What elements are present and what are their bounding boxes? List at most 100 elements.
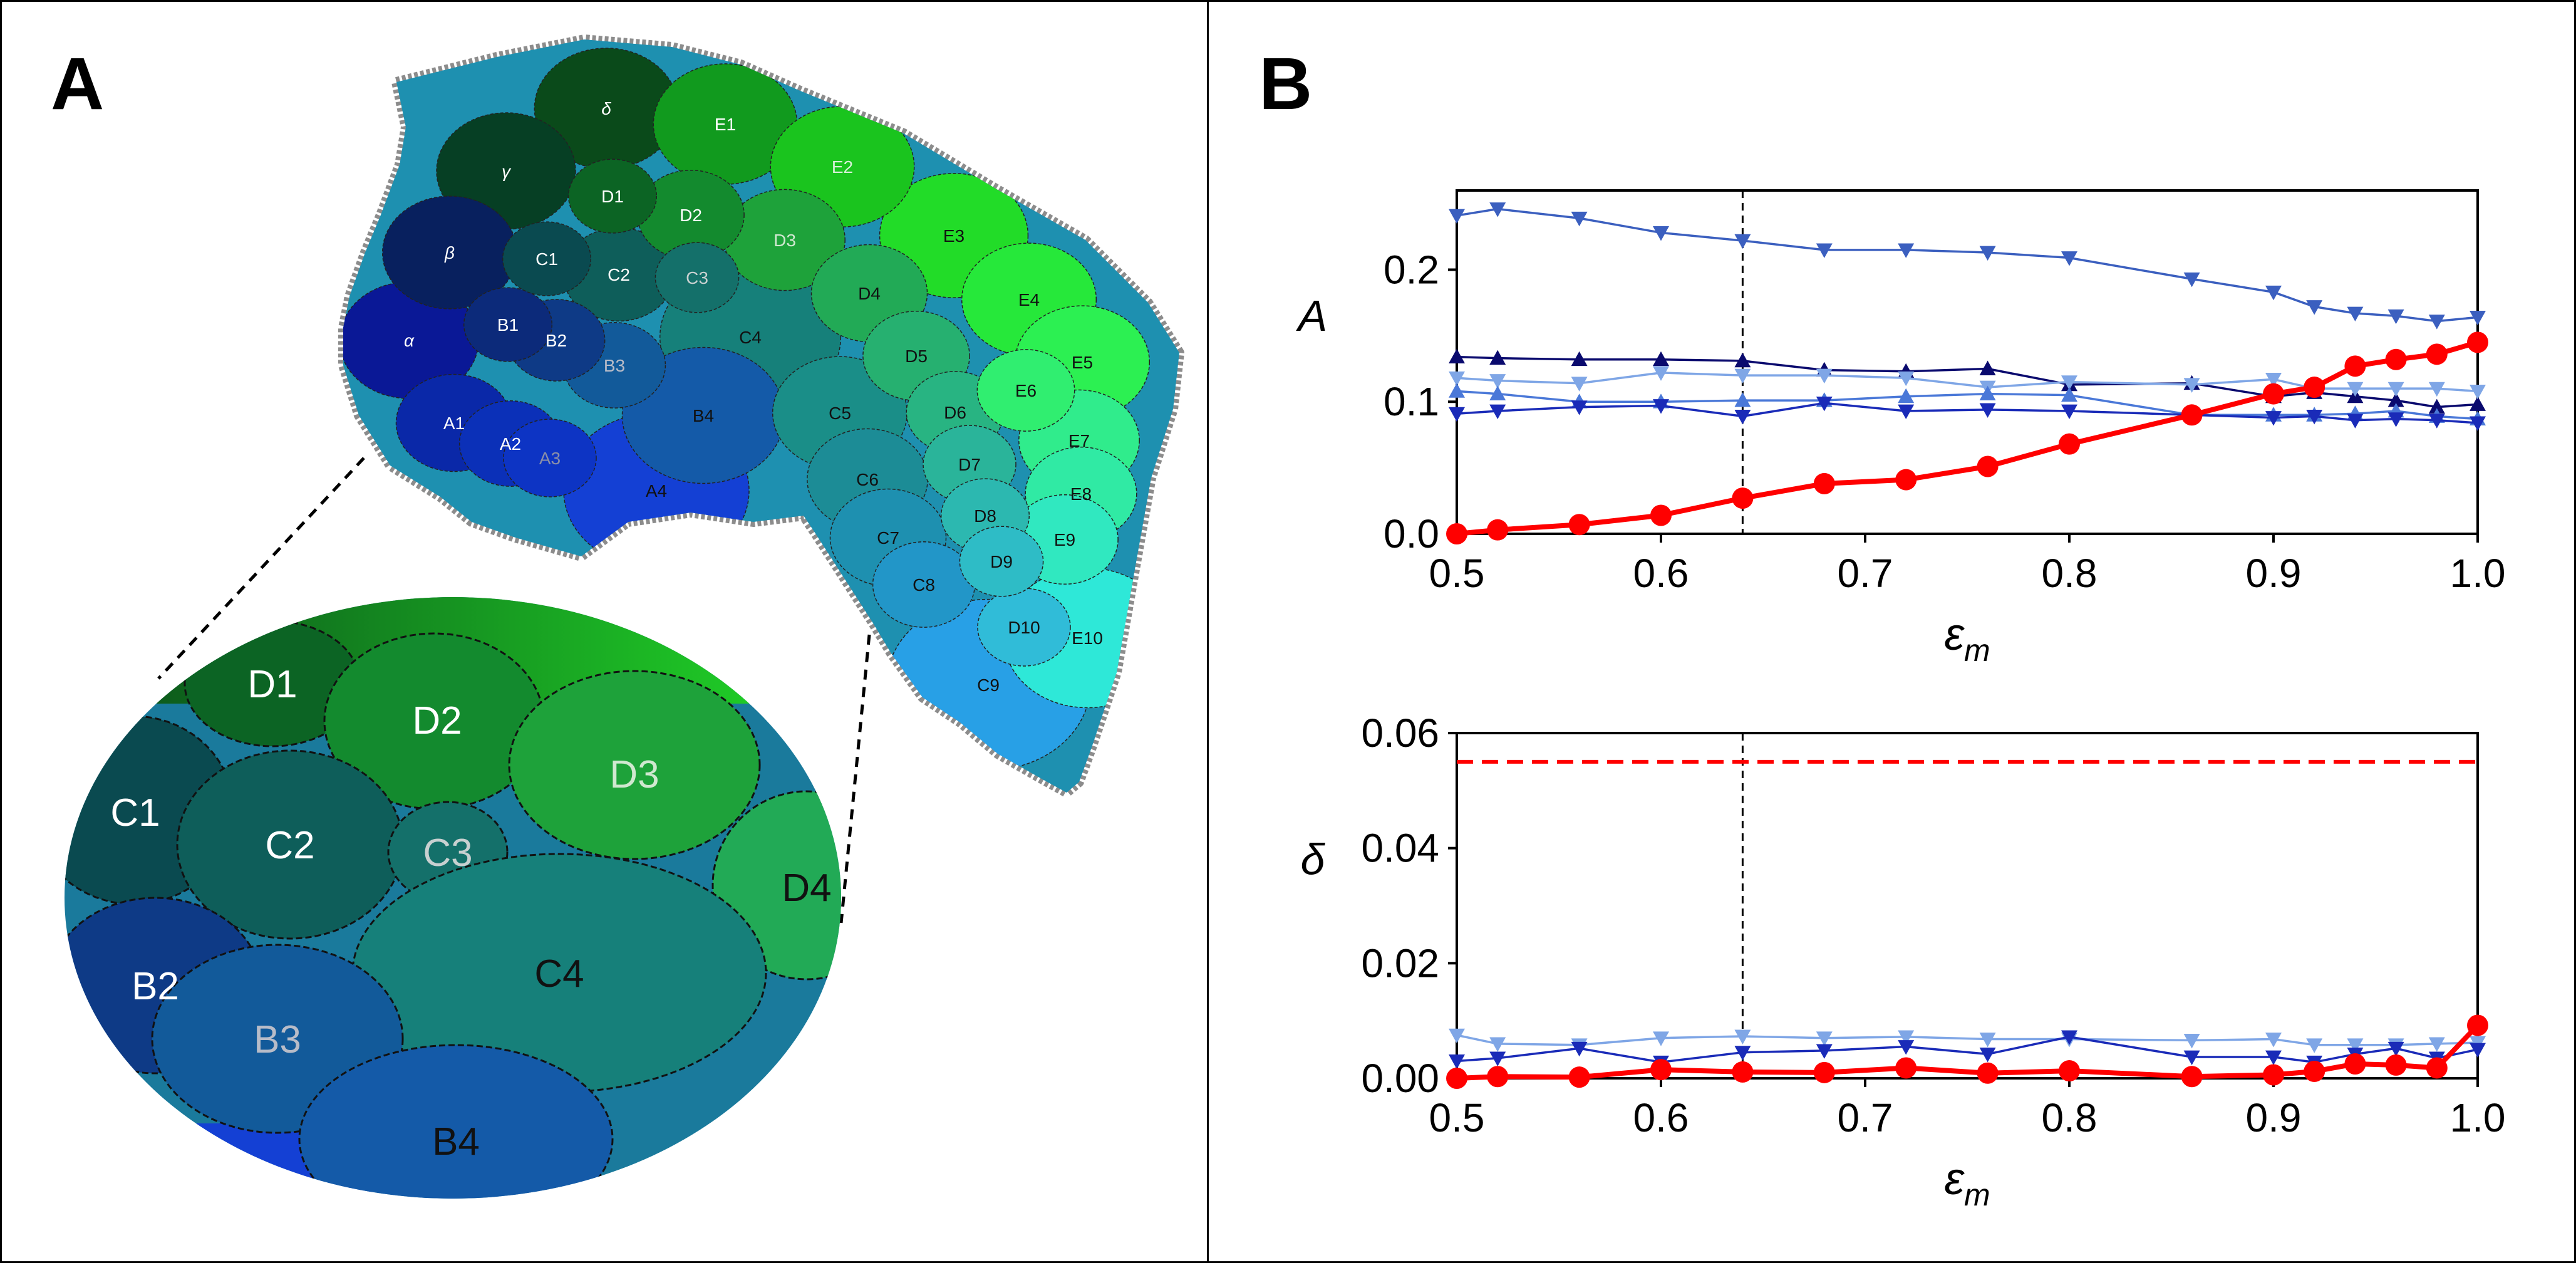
data-point xyxy=(2265,411,2282,426)
barrel-label-a1: A1 xyxy=(443,414,465,433)
x-tick-label: 1.0 xyxy=(2450,551,2506,596)
data-point xyxy=(1489,374,1506,389)
inset-label-b3: B3 xyxy=(254,1018,301,1061)
data-point xyxy=(1734,368,1751,384)
x-tick-label: 0.7 xyxy=(1838,1095,1893,1140)
data-point xyxy=(1898,1030,1915,1045)
barrel-label-d2: D2 xyxy=(680,206,702,225)
inset-label-c1: C1 xyxy=(110,791,160,835)
data-point xyxy=(2265,1050,2282,1066)
data-point xyxy=(1898,243,1915,258)
barrel-label-b4: B4 xyxy=(693,406,714,425)
data-point xyxy=(2467,331,2488,353)
data-point xyxy=(1653,399,1669,414)
data-point xyxy=(1653,1031,1669,1046)
data-point xyxy=(2344,1053,2366,1075)
data-point xyxy=(1571,211,1588,227)
data-point xyxy=(1977,456,1999,477)
data-point xyxy=(1650,1059,1672,1081)
y-tick-label: 0.2 xyxy=(1384,247,1439,292)
x-tick-label: 0.5 xyxy=(1429,551,1485,596)
y-tick-label: 0.02 xyxy=(1361,940,1439,986)
x-axis-label: εm xyxy=(1944,610,1990,668)
inset-label-b2: B2 xyxy=(132,965,179,1008)
inset-label-d2: D2 xyxy=(412,699,462,742)
y-tick-label: 0.1 xyxy=(1384,379,1439,424)
barrel-label-c8: C8 xyxy=(913,575,935,595)
data-point xyxy=(2428,382,2445,397)
data-point xyxy=(1449,371,1465,387)
data-point xyxy=(2387,1041,2404,1057)
data-point xyxy=(2183,1033,2200,1049)
data-point xyxy=(2306,1038,2323,1053)
panel-b-letter: B xyxy=(1259,43,1313,125)
barrel-label-e5: E5 xyxy=(1072,353,1093,372)
data-point xyxy=(1653,351,1669,367)
data-point xyxy=(2263,383,2284,405)
data-point xyxy=(1449,348,1465,363)
x-tick-label: 0.6 xyxy=(1633,551,1689,596)
barrel-label-d4: D4 xyxy=(858,284,881,303)
barrel-a3 xyxy=(503,419,597,497)
data-point xyxy=(1816,243,1833,258)
x-tick-label: 0.9 xyxy=(2246,1095,2302,1140)
x-tick-label: 0.9 xyxy=(2246,551,2302,596)
data-point xyxy=(2470,396,2486,411)
data-point xyxy=(1449,1028,1465,1044)
data-point xyxy=(1816,396,1833,412)
data-point xyxy=(1487,1066,1509,1088)
barrel-label-d8: D8 xyxy=(974,506,996,526)
data-point xyxy=(2426,343,2448,365)
barrel-label-a4: A4 xyxy=(646,481,667,501)
data-point xyxy=(2385,1054,2407,1076)
data-point xyxy=(2387,382,2404,397)
data-point xyxy=(1571,377,1588,392)
series-line-1 xyxy=(1456,207,2478,323)
barrel-label-d1: D1 xyxy=(601,187,624,206)
data-point xyxy=(1979,403,1996,418)
data-point xyxy=(1489,1051,1506,1066)
barrel-label-e7: E7 xyxy=(1068,431,1090,450)
y-axis-label: δ xyxy=(1301,835,1326,884)
data-point xyxy=(2061,375,2077,390)
series-line-3 xyxy=(1456,1023,2480,1081)
series-line-5 xyxy=(1456,402,2478,424)
x-tick-label: 0.6 xyxy=(1633,1095,1689,1140)
series-line-2 xyxy=(1456,1036,2478,1064)
data-point xyxy=(1732,487,1754,509)
series-line-4 xyxy=(1456,390,2478,420)
data-point xyxy=(1898,404,1915,419)
data-point xyxy=(1487,519,1509,541)
barrel-field-map: α β γ δ A1 A2 A3 A4 B1 B2 B3 B4 C1 C2 C3 C4 C5 C6 C7 C8 C9 D1… xyxy=(65,34,1184,1199)
data-point xyxy=(1571,1041,1588,1057)
inset-label-d4: D4 xyxy=(782,867,831,910)
y-tick-label: 0.06 xyxy=(1361,711,1439,756)
barrel-b1 xyxy=(463,287,553,362)
data-point xyxy=(1449,209,1465,224)
barrel-label-c5: C5 xyxy=(829,403,851,423)
inset-barrel-b4 xyxy=(298,1044,614,1199)
data-point xyxy=(2059,433,2080,455)
x-axis-label: εm xyxy=(1944,1154,1990,1212)
inset-label-b4: B4 xyxy=(432,1120,480,1163)
data-point xyxy=(1653,366,1669,381)
barrel-label-b2: B2 xyxy=(546,331,567,350)
barrel-label-a2: A2 xyxy=(500,434,521,454)
data-point xyxy=(2265,285,2282,301)
data-point xyxy=(1449,407,1465,422)
data-point xyxy=(2347,306,2364,322)
barrel-label-d5: D5 xyxy=(905,346,928,366)
barrel-label-e2: E2 xyxy=(832,157,853,177)
series-line-3 xyxy=(1456,372,2478,393)
barrel-label-c1: C1 xyxy=(535,249,558,269)
data-point xyxy=(1898,371,1915,387)
x-tick-label: 0.7 xyxy=(1838,551,1893,596)
data-point xyxy=(2347,414,2364,429)
barrel-label-e9: E9 xyxy=(1054,530,1075,549)
data-point xyxy=(1979,385,1996,400)
data-point xyxy=(1571,351,1588,367)
x-tick-label: 0.8 xyxy=(2042,1095,2098,1140)
data-point xyxy=(2428,1037,2445,1052)
barrel-c1 xyxy=(502,221,592,296)
barrel-label--: β xyxy=(444,243,455,263)
